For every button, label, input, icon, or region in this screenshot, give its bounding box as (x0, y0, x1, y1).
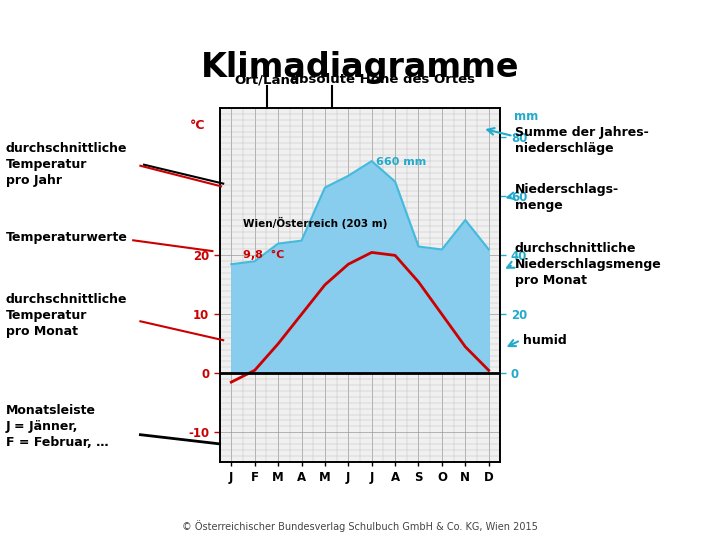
Text: © Österreichischer Bundesverlag Schulbuch GmbH & Co. KG, Wien 2015: © Österreichischer Bundesverlag Schulbuc… (182, 520, 538, 532)
Text: 1: 1 (112, 9, 143, 51)
Text: durchschnittliche
Niederschlagsmenge
pro Monat: durchschnittliche Niederschlagsmenge pro… (515, 242, 662, 287)
Text: 660 mm: 660 mm (377, 157, 427, 167)
Text: Niederschlags-
menge: Niederschlags- menge (515, 183, 619, 212)
Text: 9,8  °C: 9,8 °C (243, 249, 284, 260)
Text: absolute Höhe des Ortes: absolute Höhe des Ortes (290, 73, 474, 86)
Text: Summe der Jahres-
niederschläge: Summe der Jahres- niederschläge (515, 126, 649, 155)
Text: mm: mm (514, 110, 539, 123)
Text: Ort/Land: Ort/Land (235, 73, 300, 86)
Text: Wien/Österreich (203 m): Wien/Österreich (203 m) (243, 217, 387, 229)
Text: Temperaturwerte: Temperaturwerte (6, 231, 127, 244)
Text: unterwegs: unterwegs (14, 21, 131, 39)
Text: durchschnittliche
Temperatur
pro Jahr: durchschnittliche Temperatur pro Jahr (6, 142, 127, 187)
Text: Monatsleiste
J = Jänner,
F = Februar, …: Monatsleiste J = Jänner, F = Februar, … (6, 404, 109, 449)
Text: humid: humid (523, 334, 567, 347)
Text: °C: °C (189, 119, 205, 132)
Text: durchschnittliche
Temperatur
pro Monat: durchschnittliche Temperatur pro Monat (6, 293, 127, 339)
Text: Klimadiagramme: Klimadiagramme (201, 51, 519, 84)
